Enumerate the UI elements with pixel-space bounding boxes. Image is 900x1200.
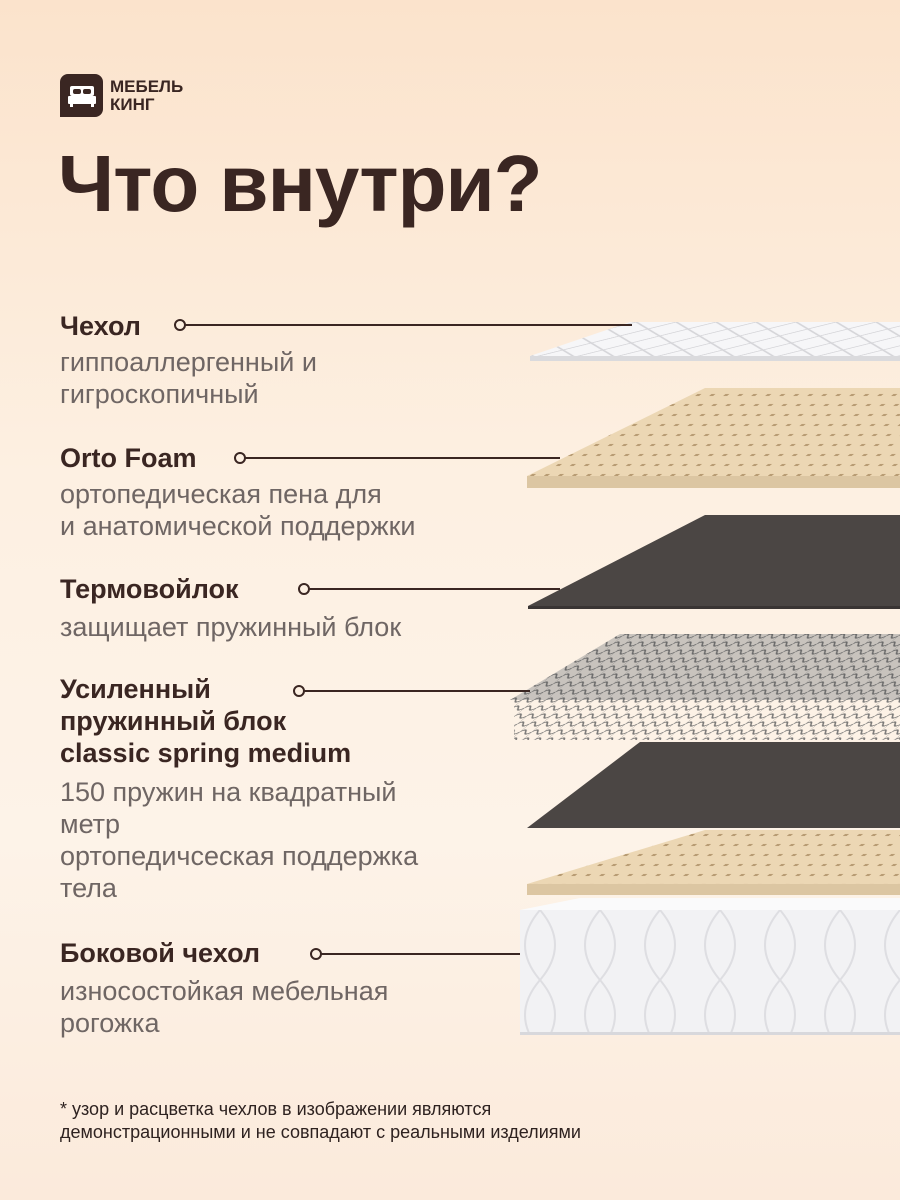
leader-dot-felt [298,583,310,595]
layer-thermo-felt [528,515,900,609]
layer-orto-foam-lower [527,830,900,895]
layer-desc-side-cover: износостойкая мебельная рогожка [60,976,389,1038]
leader-dot-side-cover [310,948,322,960]
layer-cover [530,322,900,361]
leader-dot-springs [293,685,305,697]
layer-label-foam: Orto Foam [60,443,197,473]
bed-icon [60,74,103,117]
layer-orto-foam [527,388,900,488]
page-title: Что внутри? [58,139,542,228]
layer-desc-cover: гиппоаллергенный и гигроскопичный [60,347,317,409]
layer-label-felt: Термовойлок [60,574,239,604]
leader-dot-foam [234,452,246,464]
leader-dot-cover [174,319,186,331]
brand-name-line2: КИНГ [110,94,155,114]
layer-spring-block [510,634,900,740]
layer-side-cover [520,898,900,1035]
layer-label-side-cover: Боковой чехол [60,938,261,968]
layer-thermo-felt-lower [527,742,900,828]
layer-label-cover: Чехол [60,311,141,341]
footnote: * узор и расцветка чехлов в изображении … [60,1099,581,1142]
layer-desc-felt: защищает пружинный блок [60,612,402,642]
layer-desc-springs: 150 пружин на квадратный метр ортопедичсес… [60,777,419,903]
layer-desc-foam: ортопедическая пена для и анатомической п… [60,479,416,541]
brand-logo: МЕБЕЛЬ КИНГ [60,74,183,117]
brand-name-line1: МЕБЕЛЬ [110,76,184,96]
layer-label-springs: Усиленный пружинный блок classic spring me… [60,674,352,768]
